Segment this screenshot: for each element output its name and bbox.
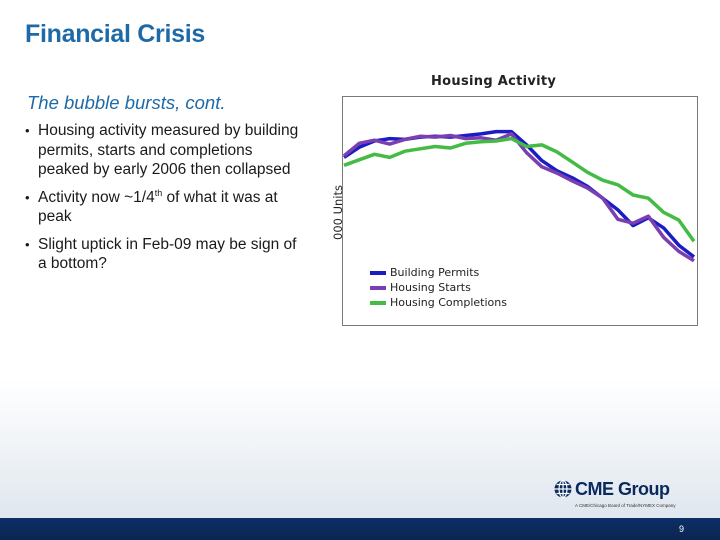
bullet-text-end: of what it was at peak: [38, 188, 278, 226]
legend-label: Housing Completions: [390, 296, 507, 309]
page-number: 9: [678, 524, 684, 534]
bullet-superscript: th: [154, 187, 163, 198]
bullet-item: Activity now ~1/4th of what it was at pe…: [25, 188, 300, 227]
slide-subtitle: The bubble bursts, cont.: [27, 92, 226, 113]
bullet-text: Slight uptick in Feb-09 may be sign of a…: [38, 235, 297, 273]
legend-item-starts: Housing Starts: [370, 280, 507, 295]
bullet-item: Housing activity measured by building pe…: [25, 121, 300, 180]
background-fade: [0, 380, 720, 520]
slide-title: Financial Crisis: [25, 20, 205, 48]
bullet-item: Slight uptick in Feb-09 may be sign of a…: [25, 235, 300, 274]
legend-label: Building Permits: [390, 266, 480, 279]
legend-label: Housing Starts: [390, 281, 471, 294]
legend-swatch: [370, 300, 386, 305]
legend-swatch: [370, 270, 386, 275]
chart-frame: [342, 96, 698, 326]
footer-bar: 9: [0, 518, 720, 540]
series-line-2: [343, 136, 696, 243]
legend-item-completions: Housing Completions: [370, 295, 507, 310]
chart-legend: Building Permits Housing Starts Housing …: [370, 265, 507, 310]
logo-tagline: A CME/Chicago Board of Trade/NYMEX Compa…: [575, 503, 676, 508]
bullet-text: Housing activity measured by building pe…: [38, 122, 299, 178]
logo-wordmark: CME Group: [575, 479, 670, 499]
chart-title: Housing Activity: [431, 74, 557, 89]
bullet-list: Housing activity measured by building pe…: [25, 121, 300, 282]
globe-icon: [554, 479, 572, 499]
series-line-0: [343, 129, 696, 259]
bullet-text-start: Activity now ~1/4: [38, 188, 155, 206]
legend-item-permits: Building Permits: [370, 265, 507, 280]
legend-swatch: [370, 285, 386, 290]
